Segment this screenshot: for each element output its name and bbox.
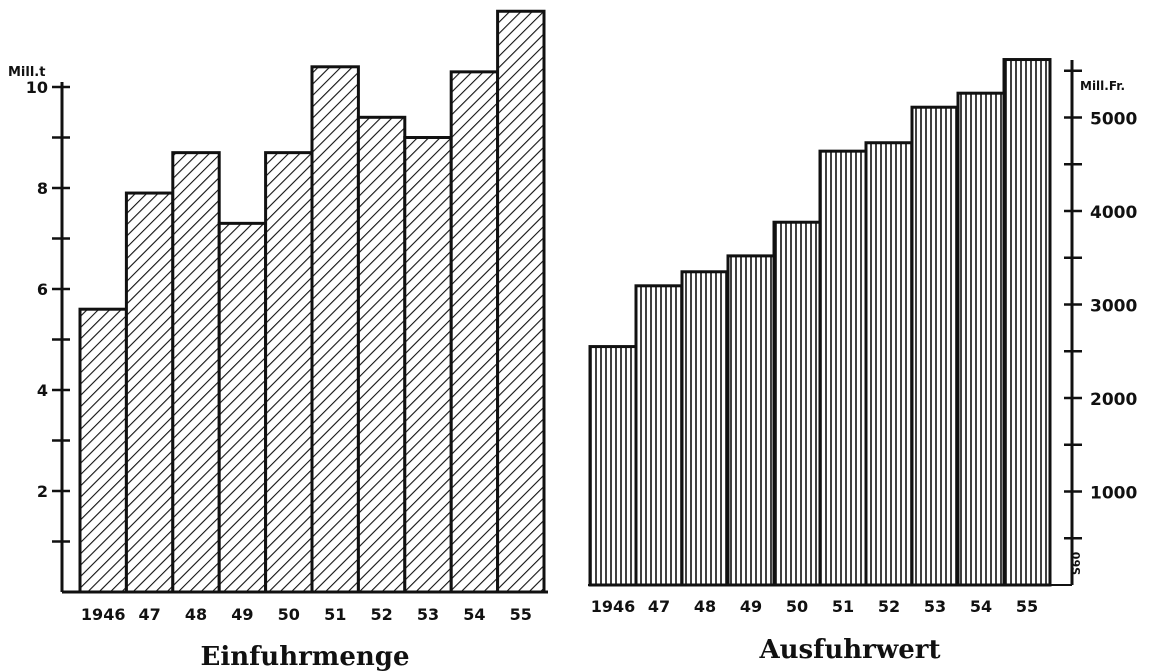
right-tick-label: 1000 [1090,484,1137,504]
left-x-label-55: 55 [510,605,532,624]
right-x-label-55: 55 [1016,597,1038,616]
right-x-label-47: 47 [648,597,670,616]
left-y-ticks: 2 4 6 8 10 [26,78,70,543]
right-chart-title: Ausfuhrwert [758,635,940,665]
left-x-label-1946: 1946 [81,605,126,624]
left-tick-label: 10 [26,78,48,97]
right-tick-label: 2000 [1090,390,1137,410]
right-tick-label: 4000 [1090,203,1137,223]
left-tick-label: 8 [37,179,48,198]
right-x-label-51: 51 [832,597,854,616]
left-x-label-51: 51 [324,605,346,624]
einfuhrmenge-bar-51 [310,65,360,594]
left-tick-label: 4 [37,381,48,400]
ausfuhrwert-bar-48 [680,270,730,587]
ausfuhrwert-bar-54 [956,91,1006,587]
right-axis-corner-label: S60 [1070,551,1083,575]
left-y-axis-label: Mill.t [8,65,45,80]
einfuhrmenge-bar-48 [171,151,221,594]
left-x-label-54: 54 [463,605,485,624]
right-y-axis-label: Mill.Fr. [1080,79,1125,93]
ausfuhrwert-bar-50 [772,220,822,587]
einfuhrmenge-bar-53 [403,136,453,594]
right-tick-label: 3000 [1090,297,1137,317]
ausfuhrwert-bar-53 [910,105,960,587]
einfuhrmenge-bar-1946 [78,307,128,594]
ausfuhrwert-bar-55 [1002,58,1052,587]
left-tick-label: 6 [37,280,48,299]
ausfuhrwert-chart: 1000 2000 3000 4000 5000 1946 47 48 49 50 51 52 53 5… [588,58,1137,665]
ausfuhrwert-bar-1946 [588,345,638,587]
right-x-tick-labels: 1946 47 48 49 50 51 52 53 54 55 [591,597,1038,616]
einfuhrmenge-bar-55 [496,9,546,594]
right-x-label-49: 49 [740,597,762,616]
right-x-label-1946: 1946 [591,597,636,616]
einfuhrmenge-bar-50 [264,151,314,594]
einfuhrmenge-bar-54 [449,70,500,594]
right-tick-label: 5000 [1090,110,1137,130]
right-x-label-54: 54 [970,597,992,616]
einfuhrmenge-bar-47 [124,191,175,594]
ausfuhrwert-bar-51 [818,149,868,587]
left-tick-label: 2 [37,482,48,501]
left-x-label-49: 49 [231,605,253,624]
right-y-ticks: 1000 2000 3000 4000 5000 [1064,69,1137,540]
left-x-label-52: 52 [370,605,392,624]
ausfuhrwert-bar-52 [864,141,914,587]
left-x-label-47: 47 [138,605,160,624]
einfuhrmenge-chart: 2 4 6 8 10 1946 47 48 49 50 51 52 53 54 55 Mill.t Ein… [8,9,548,671]
ausfuhrwert-bar-49 [726,254,776,587]
einfuhrmenge-bars [78,9,546,594]
left-x-label-53: 53 [417,605,439,624]
left-x-tick-labels: 1946 47 48 49 50 51 52 53 54 55 [81,605,532,624]
left-x-label-50: 50 [278,605,300,624]
ausfuhrwert-bars [588,58,1052,587]
ausfuhrwert-bar-47 [634,284,684,587]
left-x-label-48: 48 [185,605,207,624]
einfuhrmenge-bar-52 [356,115,407,594]
right-x-label-52: 52 [878,597,900,616]
right-x-label-48: 48 [694,597,716,616]
einfuhrmenge-bar-49 [217,221,268,594]
left-chart-title: Einfuhrmenge [201,642,410,671]
right-x-label-53: 53 [924,597,946,616]
right-x-label-50: 50 [786,597,808,616]
